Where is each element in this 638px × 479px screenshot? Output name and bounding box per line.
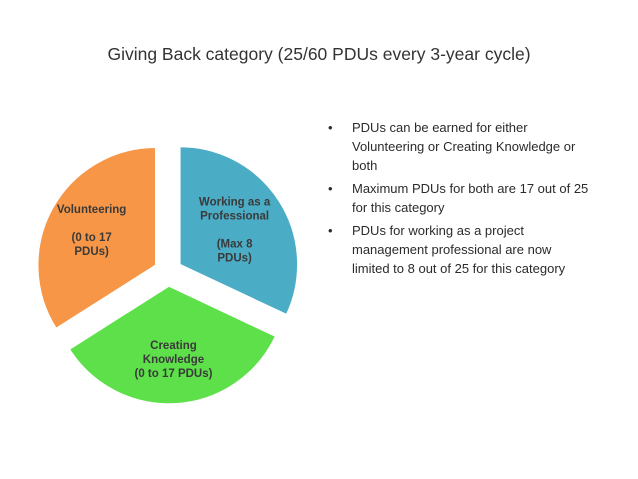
bullet-item: • PDUs can be earned for either Voluntee…: [326, 118, 591, 175]
bullet-item: • Maximum PDUs for both are 17 out of 25…: [326, 179, 591, 217]
pie-slice: [179, 145, 299, 316]
slice-label: Volunteering (0 to 17 PDUs): [57, 204, 126, 258]
bullet-text: Maximum PDUs for both are 17 out of 25 f…: [352, 181, 589, 215]
slice-label: Working as a Professional (Max 8 PDUs): [199, 197, 271, 265]
bullet-list: • PDUs can be earned for either Voluntee…: [326, 118, 591, 282]
bullet-item: • PDUs for working as a project manageme…: [326, 221, 591, 278]
bullet-marker: •: [328, 181, 333, 196]
bullet-marker: •: [328, 223, 333, 238]
bullet-text: PDUs for working as a project management…: [352, 223, 566, 276]
pie-slice: [68, 285, 277, 405]
pie-slice: [37, 146, 157, 330]
bullet-text: PDUs can be earned for either Volunteeri…: [352, 120, 576, 173]
bullet-marker: •: [328, 120, 333, 135]
slide-title: Giving Back category (25/60 PDUs every 3…: [107, 44, 531, 64]
slice-label: Creating Knowledge (0 to 17 PDUs): [134, 340, 212, 380]
